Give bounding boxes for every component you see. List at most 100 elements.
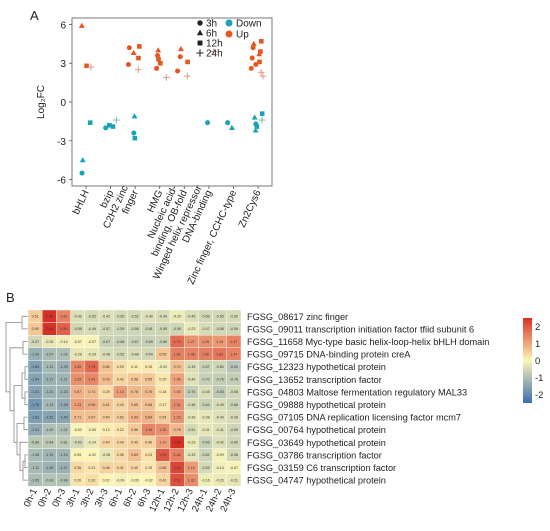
dendrogram-link: [24, 391, 28, 405]
heatmap-cell-value: -0.93: [45, 478, 53, 482]
dendrogram-link: [24, 366, 28, 380]
heatmap-cell-value: 0.84: [145, 415, 152, 419]
heatmap-cell-value: -0.02: [145, 478, 153, 482]
data-point: [154, 52, 161, 58]
y-axis-label: Log₂FC: [36, 85, 47, 119]
dendrogram-link: [24, 454, 28, 468]
data-point: [154, 65, 160, 71]
heatmap-cell-value: -0.68: [116, 340, 124, 344]
heatmap-cell-value: 1.06: [174, 378, 181, 382]
heatmap-cell-value: 0.20: [74, 478, 81, 482]
data-point: [107, 122, 112, 128]
dendrogram-link: [21, 372, 25, 399]
heatmap-cell-value: -0.46: [102, 352, 110, 356]
heatmap-row-label: FGSG_00764 hypothetical protein: [247, 425, 386, 435]
heatmap-row-label: FGSG_04803 Maltose fermentation regulato…: [247, 387, 467, 397]
heatmap-cell-value: -1.22: [45, 390, 53, 394]
heatmap-cell-value: -0.66: [159, 340, 167, 344]
heatmap-cell-value: 1.99: [159, 453, 166, 457]
y-tick-label: -3: [57, 137, 66, 148]
heatmap-cell-value: -0.09: [116, 478, 124, 482]
heatmap-cell-value: 0.45: [131, 441, 138, 445]
heatmap-cell-value: -1.07: [45, 352, 53, 356]
dendrogram-link: [21, 315, 28, 330]
heatmap-cell-value: -0.91: [230, 365, 238, 369]
heatmap-cell-value: -1.26: [45, 466, 53, 470]
heatmap-cell-value: -0.66: [230, 403, 238, 407]
dendrogram-link: [22, 460, 28, 481]
heatmap-cell-value: -1.27: [59, 466, 67, 470]
heatmap-cell-value: -0.48: [130, 352, 138, 356]
heatmap-cell-value: -0.40: [187, 378, 195, 382]
data-point: [84, 63, 89, 69]
heatmap-cell-value: -0.48: [187, 403, 195, 407]
heatmap-cell-value: 0.51: [32, 315, 39, 319]
heatmap-cell-value: 1.23: [174, 415, 181, 419]
heatmap-cell-value: -1.19: [59, 453, 67, 457]
heatmap-cell-value: -0.30: [187, 415, 195, 419]
dendrogram-link: [23, 416, 28, 431]
heatmap-cell-value: -0.59: [230, 428, 238, 432]
heatmap-cell-value: -0.41: [216, 428, 224, 432]
heatmap-cell-value: -0.07: [74, 340, 82, 344]
data-point: [210, 48, 218, 55]
data-point: [256, 51, 263, 57]
x-category-line: bHLH: [71, 189, 92, 217]
heatmap-cell-value: 0.96: [88, 403, 95, 407]
heatmap-cell-value: -0.42: [216, 441, 224, 445]
heatmap-cell-value: -0.29: [74, 352, 82, 356]
heatmap-cell-value: -0.24: [88, 441, 96, 445]
legend-shape-marker: [196, 49, 204, 57]
data-point: [132, 135, 138, 141]
heatmap-cell-value: 0.54: [103, 415, 110, 419]
heatmap-cell-value: 0.83: [131, 415, 138, 419]
heatmap-cell-value: -0.42: [102, 315, 110, 319]
legend-direction-label: Up: [236, 30, 249, 41]
y-tick-label: -6: [57, 176, 66, 187]
heatmap-cell: [226, 473, 242, 487]
data-point: [250, 45, 256, 51]
heatmap-cell-value: 2.11: [174, 478, 181, 482]
heatmap-cell-value: 0.42: [159, 478, 166, 482]
heatmap-cell-value: 1.46: [188, 352, 195, 356]
data-point: [228, 124, 235, 130]
heatmap-cell-value: -0.23: [187, 441, 195, 445]
heatmap-cell-value: -0.98: [59, 478, 67, 482]
panel-b-label: B: [6, 290, 15, 305]
heatmap-cell-value: 0.19: [145, 466, 152, 470]
heatmap-cell-value: 1.51: [174, 352, 181, 356]
heatmap-cell-value: 1.10: [159, 441, 166, 445]
data-point: [155, 47, 162, 53]
heatmap-cell-value: -0.56: [201, 315, 209, 319]
heatmap-cell-value: 0.43: [117, 403, 124, 407]
heatmap-cell-value: 0.69: [131, 453, 138, 457]
heatmap-cell-value: -0.28: [102, 453, 110, 457]
heatmap-cell-value: -0.47: [201, 327, 209, 331]
heatmap-row-label: FGSG_13652 transcription factor: [247, 375, 382, 385]
data-point: [253, 62, 259, 68]
heatmap-cell-value: -0.58: [130, 327, 138, 331]
heatmap-row-label: FGSG_09715 DNA-binding protein creA: [247, 350, 411, 360]
heatmap-cell-value: 1.44: [145, 428, 152, 432]
heatmap-row-label: FGSG_07105 DNA replication licensing fac…: [247, 413, 461, 423]
heatmap-cell-value: 0.76: [131, 390, 138, 394]
x-category-label: Zn2Cys6: [237, 188, 264, 229]
heatmap-cell-value: -1.02: [59, 352, 67, 356]
heatmap-cell-value: 1.50: [202, 352, 209, 356]
color-legend-tick: 2: [535, 322, 540, 333]
heatmap-cell-value: -0.07: [230, 466, 238, 470]
heatmap-cell-value: -0.09: [88, 428, 96, 432]
heatmap-plot: 0.51 2.95 1.43 -0.42 -0.52 -0.42 -0.50 -0.52 -0.…: [5, 309, 543, 514]
color-legend-tick: -2: [535, 390, 543, 401]
heatmap-cell-value: 0.65: [131, 403, 138, 407]
heatmap-cell-value: -0.76: [216, 378, 224, 382]
heatmap-cell-value: -0.40: [216, 415, 224, 419]
heatmap-cell-value: 0.70: [174, 365, 181, 369]
heatmap-cell-value: -0.84: [45, 441, 53, 445]
data-point: [103, 125, 109, 131]
data-point: [257, 68, 265, 76]
heatmap-cell-value: 0.05: [74, 453, 81, 457]
heatmap-row-label: FGSG_03159 C6 transcription factor: [247, 463, 396, 473]
heatmap-cell-value: -0.62: [201, 453, 209, 457]
heatmap-cell-value: -1.51: [31, 390, 39, 394]
